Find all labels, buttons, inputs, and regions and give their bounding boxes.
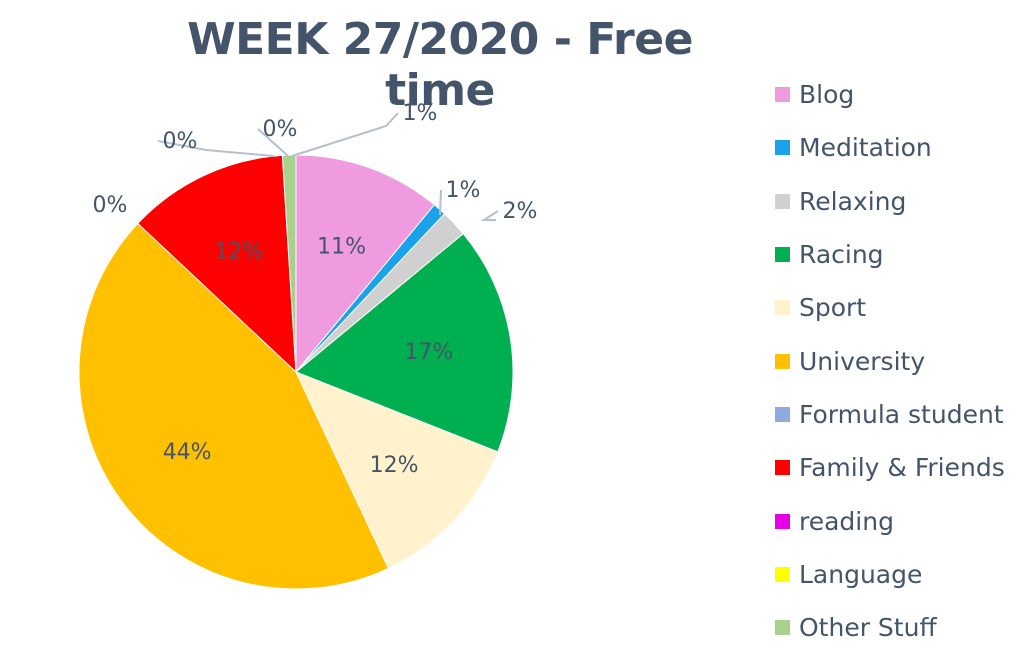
chart-title: WEEK 27/2020 - Free time [187,14,693,116]
legend-item-other-stuff: Other Stuff [775,601,1005,654]
legend-swatch [775,87,790,103]
legend-swatch [775,247,790,263]
legend-item-sport: Sport [775,281,1005,334]
data-label-family-and-friends: 12% [214,239,263,264]
legend-swatch [775,193,790,209]
pie-slice-university [78,222,390,590]
data-label-other-stuff: 1% [403,101,438,126]
data-label-relaxing: 2% [503,199,538,224]
leader-line-language [257,128,289,157]
legend-swatch [775,300,790,316]
leader-line-other-stuff [291,112,399,157]
legend-swatch [775,620,790,636]
legend-item-meditation: Meditation [775,121,1005,174]
data-label-university: 44% [163,440,212,465]
legend-label: Other Stuff [799,613,937,643]
legend-item-blog: Blog [775,68,1005,121]
data-label-meditation: 1% [446,178,481,203]
legend-item-family-and-friends: Family & Friends [775,441,1005,494]
pie-slice-sport [295,371,499,570]
legend-swatch [775,140,790,156]
leader-line-relaxing [480,210,499,221]
legend-label: Language [799,559,923,589]
leader-line-meditation [439,189,442,216]
legend-swatch [775,566,790,582]
pie-slice-blog [295,154,436,374]
pie-slice-racing [295,232,514,453]
legend-swatch [775,406,790,422]
legend-item-language: Language [775,548,1005,601]
legend-swatch [775,353,790,369]
legend-item-racing: Racing [775,228,1005,281]
legend-label: Formula student [799,399,1004,429]
data-label-racing: 17% [404,340,453,365]
legend-item-formula-student: Formula student [775,388,1005,441]
legend-item-reading: reading [775,494,1005,547]
legend-swatch [775,460,790,476]
legend: Blog Meditation Relaxing Racing Sport Univers… [775,68,1005,654]
legend-item-university: University [775,334,1005,387]
legend-label: University [799,346,926,376]
legend-label: Racing [799,240,884,270]
legend-item-relaxing: Relaxing [775,175,1005,228]
legend-label: Family & Friends [799,453,1005,483]
legend-label: Sport [799,293,867,323]
legend-swatch [775,513,790,529]
data-label-language: 0% [263,117,298,142]
data-label-reading: 0% [163,129,198,154]
legend-label: Blog [799,80,855,110]
data-label-sport: 12% [370,453,419,478]
legend-label: reading [799,506,894,536]
data-label-blog: 11% [317,234,366,259]
data-label-formula-student: 0% [93,193,128,218]
leader-line-reading [157,140,275,157]
legend-label: Relaxing [799,186,907,216]
legend-label: Meditation [799,133,932,163]
